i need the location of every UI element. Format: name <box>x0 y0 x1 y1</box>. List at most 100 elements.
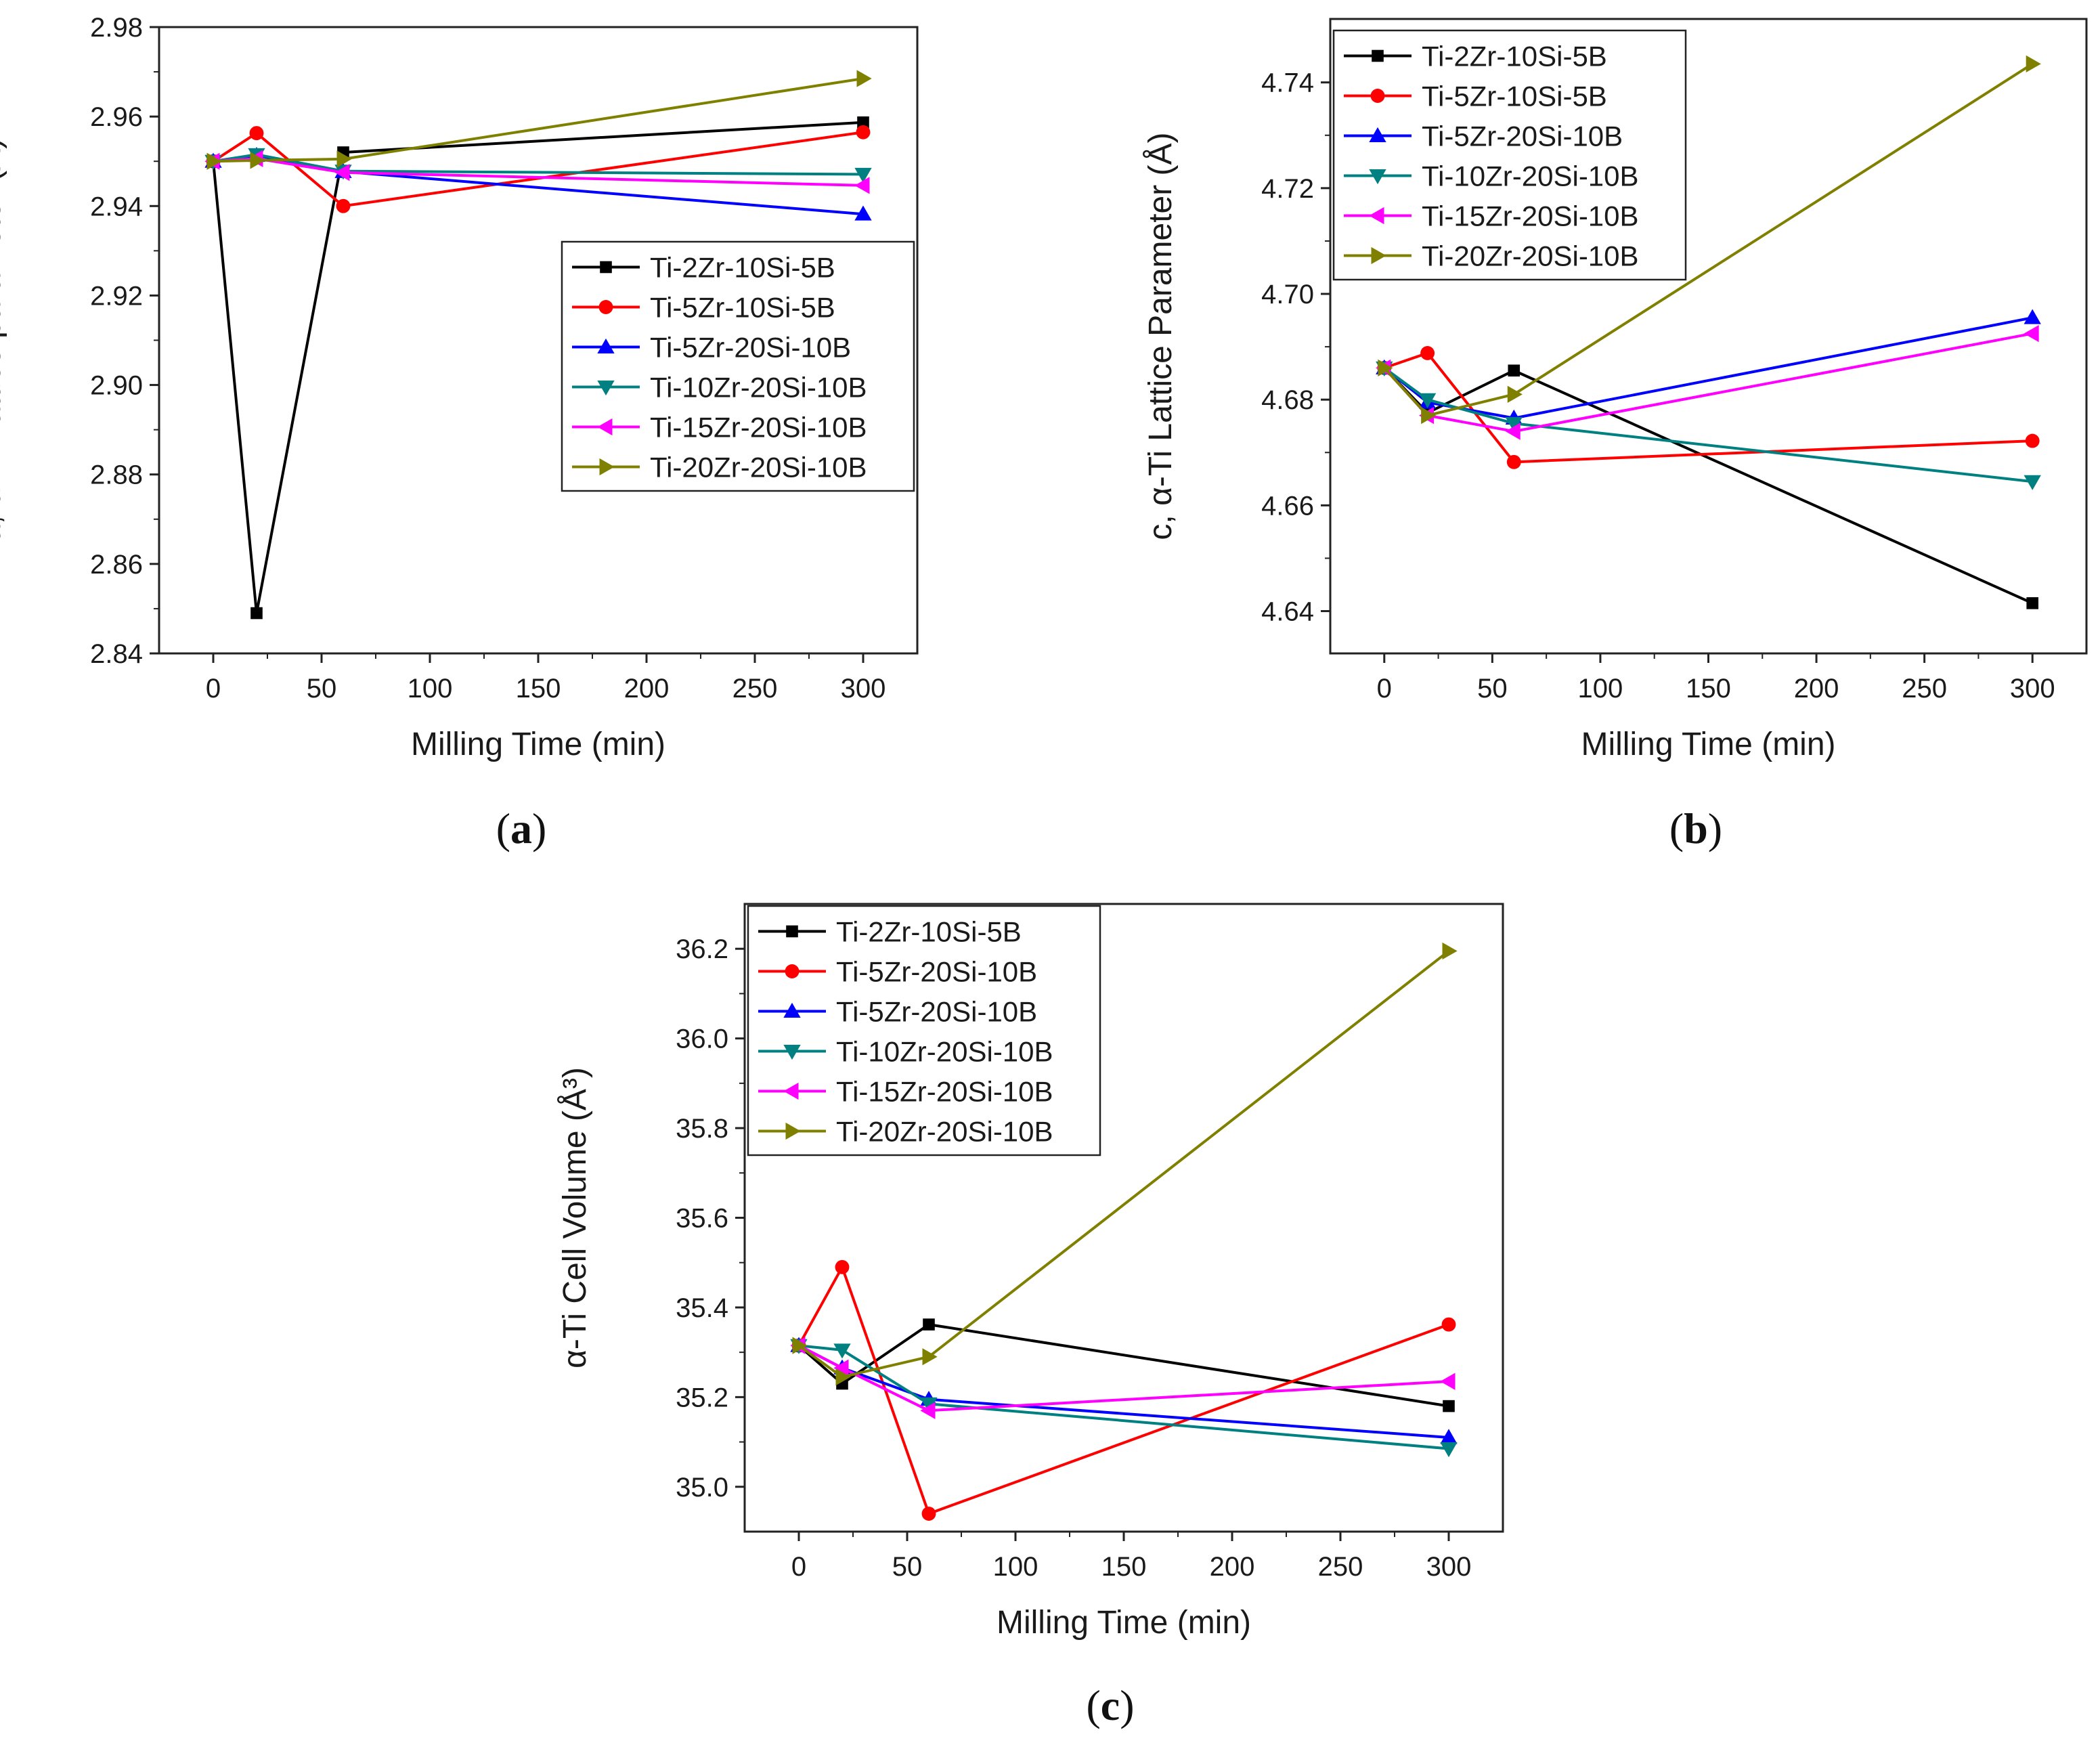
data-point <box>857 116 869 129</box>
legend-marker <box>1369 169 1386 185</box>
series-line <box>212 131 864 208</box>
y-tick-label: 2.98 <box>90 13 143 43</box>
legend-entry: Ti-5Zr-10Si-5B <box>1344 81 1607 112</box>
series-line <box>798 1344 1449 1412</box>
legend-label: Ti-5Zr-10Si-5B <box>650 292 835 324</box>
legend-marker <box>785 964 800 978</box>
data-point <box>922 1348 938 1366</box>
legend-label: Ti-15Zr-20Si-10B <box>1422 200 1639 232</box>
panel-caption: (a) <box>496 804 547 852</box>
series-line <box>797 1322 1449 1408</box>
y-axis-label: α-Ti Cell Volume (Å³) <box>557 1067 593 1368</box>
y-tick-label: 2.96 <box>90 102 143 132</box>
data-point <box>249 126 264 141</box>
legend-entry: Ti-15Zr-20Si-10B <box>1344 200 1639 232</box>
data-point <box>923 1318 935 1331</box>
x-tick-label: 50 <box>307 674 337 704</box>
data-point <box>2026 55 2041 73</box>
y-tick-label: 35.2 <box>676 1383 728 1412</box>
y-tick-label: 36.2 <box>676 934 728 964</box>
legend-label: Ti-10Zr-20Si-10B <box>836 1036 1053 1068</box>
legend-label: Ti-15Zr-20Si-10B <box>650 412 867 444</box>
series-line <box>1383 62 2034 417</box>
data-point <box>1443 1400 1455 1412</box>
series-6 <box>1378 55 2041 425</box>
data-point <box>1418 393 1437 408</box>
legend-label: Ti-10Zr-20Si-10B <box>650 372 867 404</box>
data-point <box>1440 1442 1458 1458</box>
y-tick-label: 2.88 <box>90 460 143 490</box>
y-tick-label: 2.94 <box>90 192 143 221</box>
x-tick-label: 150 <box>516 674 561 704</box>
x-tick-label: 50 <box>1477 674 1508 704</box>
x-tick-label: 100 <box>408 674 453 704</box>
data-point <box>2024 324 2039 343</box>
legend-entry: Ti-5Zr-20Si-10B <box>758 996 1037 1028</box>
x-tick-label: 100 <box>1578 674 1623 704</box>
y-tick-label: 2.90 <box>90 371 143 401</box>
legend-label: Ti-5Zr-20Si-10B <box>836 956 1037 988</box>
legend-label: Ti-15Zr-20Si-10B <box>836 1076 1053 1108</box>
legend-entry: Ti-5Zr-20Si-10B <box>572 332 851 364</box>
y-tick-label: 35.6 <box>676 1204 728 1234</box>
data-point <box>1507 385 1523 404</box>
data-point <box>2024 309 2041 324</box>
x-tick-label: 200 <box>1210 1552 1255 1582</box>
y-axis-label: c, α-Ti Lattice Parameter (Å) <box>1143 132 1179 540</box>
legend-box <box>747 905 1101 1156</box>
legend-marker <box>1369 207 1384 225</box>
x-tick-label: 250 <box>732 674 778 704</box>
x-tick-label: 300 <box>841 674 886 704</box>
x-tick-label: 200 <box>1794 674 1839 704</box>
data-point <box>921 1507 936 1521</box>
x-axis-label: Milling Time (min) <box>411 727 665 762</box>
series-3 <box>1376 309 2041 425</box>
x-axis-label: Milling Time (min) <box>997 1605 1251 1641</box>
y-tick-label: 36.0 <box>676 1024 728 1054</box>
legend-entry: Ti-2Zr-10Si-5B <box>758 916 1022 948</box>
data-point <box>206 152 222 170</box>
legend-entry: Ti-5Zr-20Si-10B <box>1344 121 1623 152</box>
legend-entry: Ti-5Zr-10Si-5B <box>572 292 835 324</box>
x-tick-label: 200 <box>624 674 670 704</box>
data-point <box>2025 433 2040 448</box>
panel-a: 0 50 100 150 200 250 300 2.84 2.86 2.88 2.90 2.92 2.… <box>0 13 919 852</box>
y-tick-label: 4.64 <box>1261 597 1314 627</box>
legend-box <box>1332 29 1687 281</box>
data-point <box>250 607 263 620</box>
x-tick-label: 300 <box>1426 1552 1472 1582</box>
data-point <box>1505 416 1523 432</box>
x-tick-label: 250 <box>1902 674 1947 704</box>
legend-marker <box>1371 246 1386 265</box>
series-line <box>797 949 1450 1379</box>
legend-label: Ti-20Zr-20Si-10B <box>1422 240 1639 272</box>
x-tick-label: 150 <box>1686 674 1731 704</box>
data-point <box>1421 406 1437 425</box>
data-point <box>833 1359 849 1377</box>
x-tick-label: 0 <box>206 674 221 704</box>
legend-entry: Ti-15Zr-20Si-10B <box>572 412 867 444</box>
data-point <box>1440 1372 1456 1390</box>
panel-b: 0 50 100 150 200 250 300 4.64 4.66 4.68 4.70 4.72 4.… <box>1143 18 2088 852</box>
data-point <box>1506 454 1521 469</box>
data-point <box>334 164 350 181</box>
y-tick-label: 2.84 <box>90 639 143 669</box>
legend-entry: Ti-5Zr-20Si-10B <box>758 956 1037 988</box>
panel-caption: (c) <box>1086 1681 1134 1729</box>
x-axis-label: Milling Time (min) <box>1581 727 1835 762</box>
legend-marker <box>1372 49 1384 62</box>
data-point <box>2024 475 2041 490</box>
legend: Ti-2Zr-10Si-5B Ti-5Zr-20Si-10B Ti-5Zr-20Si… <box>747 905 1101 1156</box>
legend: Ti-2Zr-10Si-5B Ti-5Zr-10Si-5B Ti-5Zr-20Si-… <box>561 240 915 492</box>
legend-marker <box>600 261 612 274</box>
x-tick-label: 300 <box>2010 674 2055 704</box>
legend-marker <box>598 300 613 314</box>
series-1 <box>1378 362 2039 609</box>
data-point <box>336 150 352 168</box>
legend-label: Ti-10Zr-20Si-10B <box>1422 160 1639 192</box>
legend-marker <box>1369 127 1386 142</box>
series-line <box>213 153 864 176</box>
y-tick-label: 35.8 <box>676 1114 728 1144</box>
legend-marker <box>597 338 615 353</box>
data-point <box>1441 1317 1456 1332</box>
